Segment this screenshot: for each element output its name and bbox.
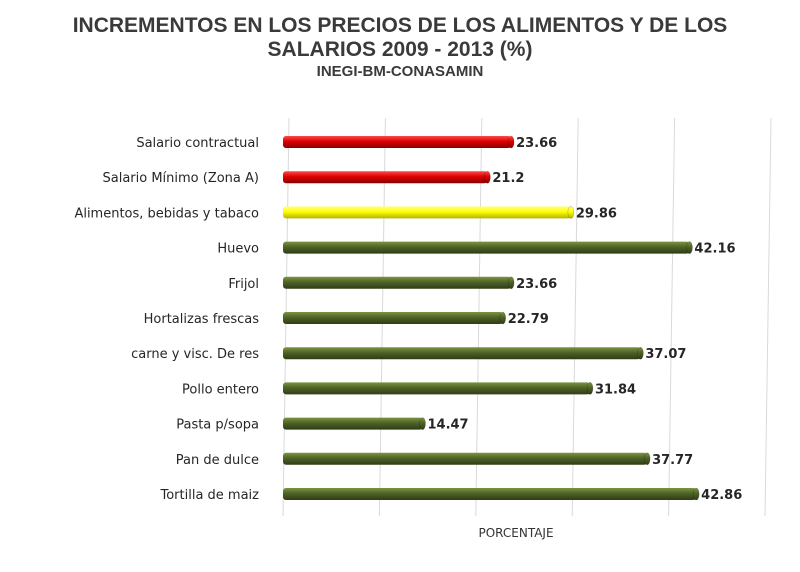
gridline (668, 117, 676, 517)
bar-end-cap (507, 135, 515, 149)
category-label: Pollo entero (182, 382, 259, 397)
bars (283, 135, 700, 501)
category-label: Tortilla de maiz (159, 488, 259, 503)
chart-title-line-1: INCREMENTOS EN LOS PRECIOS DE LOS ALIMEN… (72, 14, 728, 37)
bar-end-cap (499, 311, 506, 325)
category-label: Pasta p/sopa (176, 418, 259, 433)
value-label: 23.66 (516, 136, 557, 151)
category-label: Alimentos, bebidas y tabaco (74, 206, 259, 221)
bar-end-cap (507, 276, 515, 290)
category-label: carne y visc. De res (131, 347, 259, 362)
bar-end-cap (567, 206, 575, 219)
category-label: Salario Mínimo (Zona A) (102, 171, 259, 186)
bar (283, 452, 648, 465)
category-label: Salario contractual (136, 136, 259, 151)
bar-end-cap (586, 382, 594, 395)
category-label: Hortalizas frescas (144, 312, 260, 327)
bar-end-cap (686, 241, 693, 254)
value-label: 14.47 (427, 418, 468, 433)
value-label: 42.16 (694, 242, 735, 257)
labels: Salario contractual 23.66 Salario Mínimo (… (74, 136, 742, 503)
gridline (571, 117, 579, 517)
bar (283, 417, 423, 430)
value-label: 42.86 (701, 488, 742, 503)
category-label: Huevo (217, 242, 259, 257)
bar-end-cap (692, 487, 700, 501)
value-label: 31.84 (595, 382, 636, 397)
value-label: 37.77 (652, 453, 693, 468)
category-label: Pan de dulce (176, 453, 259, 468)
bar (283, 206, 571, 219)
bar (283, 171, 488, 184)
chart-title-line-2: SALARIOS 2009 - 2013 (%) (267, 38, 533, 61)
bar (283, 241, 690, 254)
bar-end-cap (643, 452, 651, 466)
value-label: 21.2 (492, 171, 524, 186)
bar (283, 488, 697, 500)
bar (283, 347, 641, 360)
bar (283, 312, 503, 324)
x-axis-title: PORCENTAJE (478, 526, 553, 540)
category-label: Frijol (228, 277, 259, 292)
value-label: 23.66 (516, 277, 557, 292)
chart-subtitle: INEGI-BM-CONASAMIN (316, 63, 484, 80)
value-label: 22.79 (508, 312, 549, 327)
gridline (764, 117, 772, 517)
value-label: 37.07 (645, 347, 686, 362)
bar (283, 136, 512, 148)
bar-end-cap (419, 417, 426, 430)
value-label: 29.86 (576, 206, 617, 221)
bar-end-cap (637, 346, 644, 360)
bar (283, 382, 590, 395)
bar-end-cap (484, 170, 491, 184)
bar (283, 276, 512, 289)
